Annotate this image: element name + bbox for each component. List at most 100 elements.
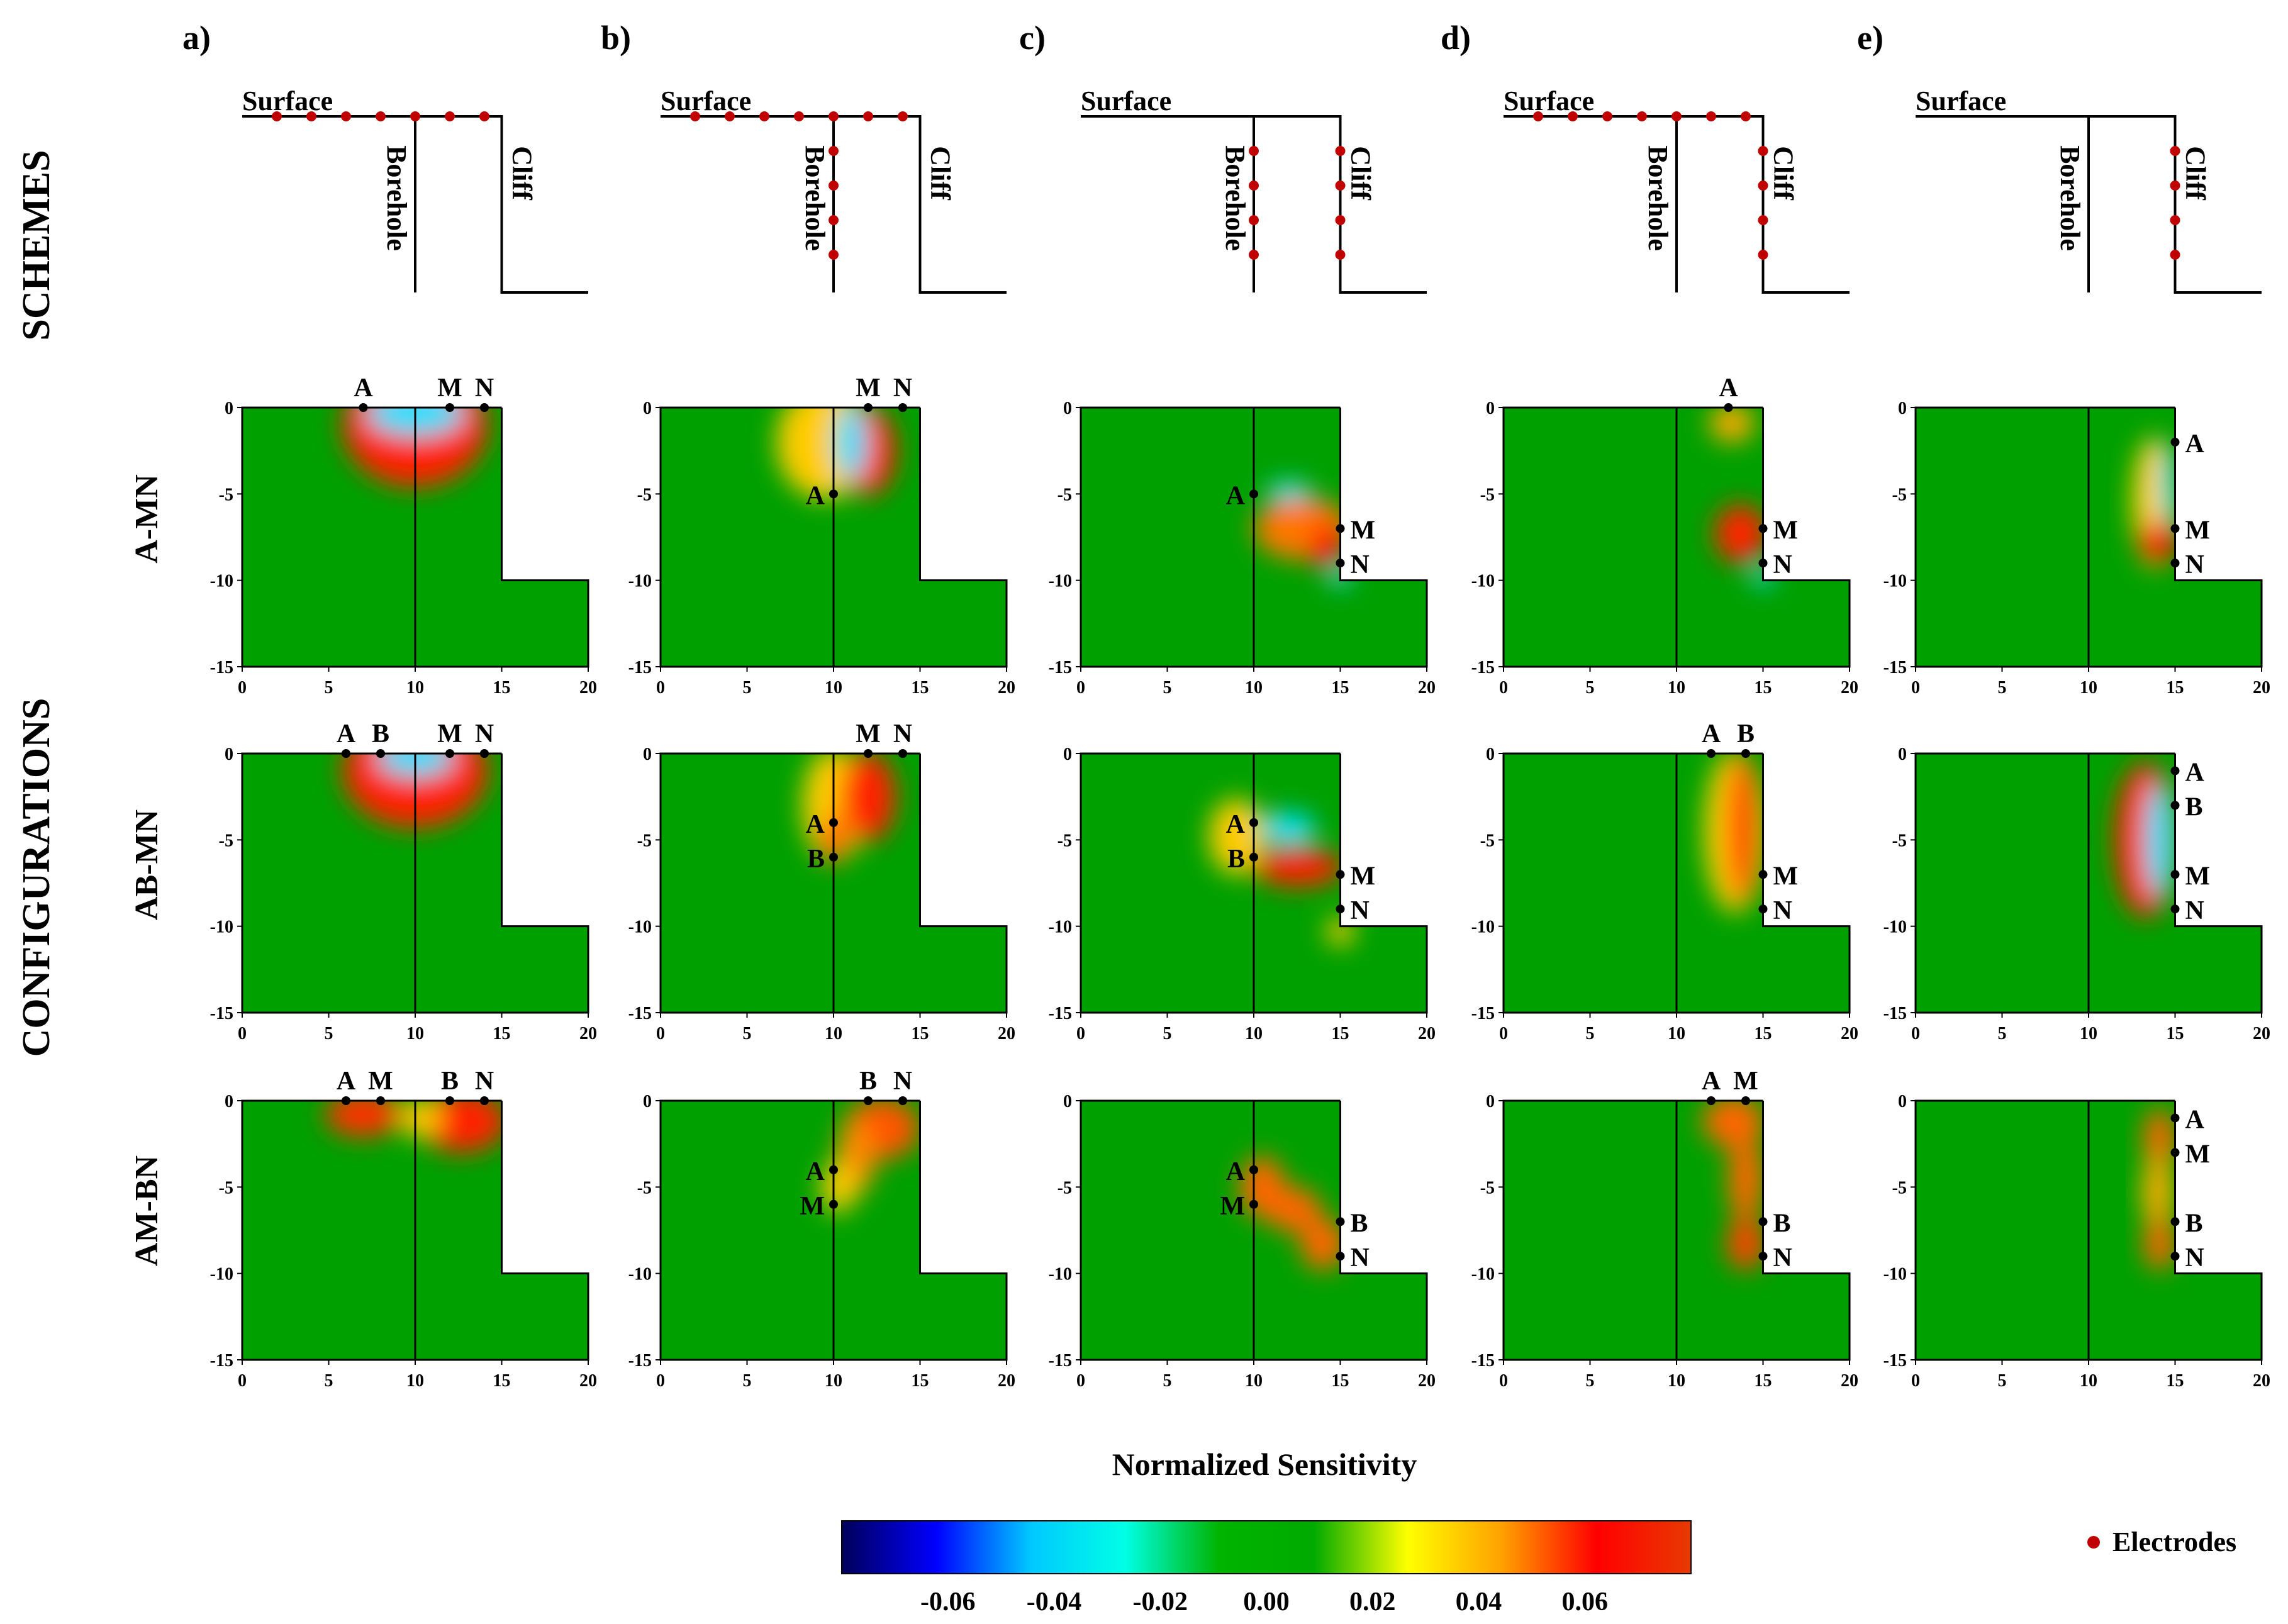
y-tick-label: -5 (637, 831, 652, 850)
electrode-b (376, 749, 385, 758)
y-tick-label: -10 (210, 1265, 233, 1284)
scheme-electrode (410, 111, 420, 121)
electrode-n (1758, 1252, 1768, 1261)
electrode-label: M (1733, 1067, 1758, 1096)
scheme-cliff-label: Cliff (507, 146, 538, 201)
electrode-b (1336, 1217, 1345, 1226)
scheme-borehole-label: Borehole (1643, 145, 1673, 251)
y-tick-label: 0 (1063, 1092, 1072, 1111)
electrode-a (829, 1165, 838, 1174)
scheme-surface-cliff-line (1081, 115, 1427, 294)
x-tick-label: 0 (656, 678, 665, 698)
x-tick-label: 20 (998, 1024, 1015, 1043)
scheme-borehole-label: Borehole (1220, 145, 1251, 251)
scheme-electrode (829, 146, 839, 156)
x-tick-label: 20 (998, 678, 1015, 698)
y-tick-label: -15 (210, 658, 233, 677)
x-tick-label: 0 (1911, 678, 1920, 698)
electrode-b (1741, 749, 1750, 758)
x-tick-label: 15 (493, 1371, 511, 1391)
y-tick-label: 0 (1063, 745, 1072, 764)
panel-label-e: e) (1857, 19, 1883, 57)
electrode-label: M (2185, 516, 2211, 545)
scheme-electrode (1533, 111, 1543, 121)
scheme-electrode (1335, 146, 1346, 156)
x-tick-label: 15 (2167, 1371, 2184, 1391)
x-tick-label: 5 (1998, 678, 2007, 698)
electrode-m (445, 749, 454, 758)
electrode-a (1249, 1165, 1258, 1174)
scheme-d: Surface Borehole Cliff (1504, 86, 1850, 294)
x-tick-label: 0 (1076, 1371, 1085, 1391)
y-tick-label: -10 (628, 572, 652, 591)
sensitivity-feature (1266, 1187, 1322, 1232)
electrode-a (1707, 1096, 1716, 1105)
x-tick-label: 0 (1499, 1371, 1508, 1391)
y-tick-label: -15 (1471, 1004, 1495, 1023)
scheme-electrode (1335, 215, 1346, 225)
electrode-label: N (893, 1067, 912, 1096)
sensitivity-feature (1728, 1133, 1763, 1224)
y-tick-label: -5 (1480, 485, 1495, 504)
config-label-am-bn: AM-BN (129, 1155, 165, 1266)
scheme-electrode (1637, 111, 1647, 121)
colorbar-ticks: -0.06 -0.04 -0.02 0.00 0.02 0.04 0.06 (920, 1588, 1608, 1616)
electrode-n (898, 749, 907, 758)
electrode-a (2170, 1113, 2180, 1123)
colorbar-tick-label: -0.04 (1027, 1588, 1082, 1616)
y-tick-label: 0 (1898, 399, 1907, 418)
electrode-m (864, 749, 873, 758)
sensitivity-feature (2144, 1218, 2175, 1271)
electrode-label: N (893, 374, 912, 403)
sensitivity-feature (399, 1101, 442, 1137)
electrode-a (342, 749, 350, 758)
x-tick-label: 20 (1418, 1371, 1436, 1391)
sensitivity-feature (2144, 1107, 2175, 1170)
y-tick-label: 0 (1486, 1092, 1495, 1111)
electrode-label: B (2185, 1209, 2203, 1238)
sensitivity-feature (1310, 523, 1342, 569)
electrode-label: N (2185, 896, 2204, 925)
scheme-borehole-label: Borehole (2055, 145, 2085, 251)
x-tick-label: 20 (2253, 1371, 2270, 1391)
electrode-label: M (2185, 1140, 2211, 1169)
sensitivity-feature (1709, 408, 1755, 442)
colorbar-tick-label: 0.06 (1562, 1588, 1609, 1616)
x-tick-label: 10 (406, 1371, 424, 1391)
y-tick-label: 0 (1898, 745, 1907, 764)
x-tick-label: 5 (325, 678, 333, 698)
electrode-label: M (1351, 862, 1376, 891)
colorbar-tick-label: 0.04 (1456, 1588, 1502, 1616)
x-tick-label: 0 (1076, 1024, 1085, 1043)
x-tick-label: 10 (2080, 1371, 2097, 1391)
electrode-a (2170, 437, 2180, 447)
scheme-borehole-label: Borehole (381, 145, 412, 251)
electrode-n (1758, 904, 1768, 914)
electrode-label: M (856, 720, 881, 748)
x-tick-label: 10 (1668, 1024, 1685, 1043)
electrode-a (342, 1096, 350, 1105)
scheme-surface-cliff-line (661, 115, 1007, 294)
scheme-electrode (863, 111, 873, 121)
scheme-electrode (341, 111, 351, 121)
scheme-surface-label: Surface (1081, 86, 1171, 116)
x-tick-label: 10 (825, 1371, 842, 1391)
x-tick-label: 15 (1755, 1024, 1772, 1043)
x-tick-label: 20 (579, 1371, 597, 1391)
sensitivity-feature (2161, 445, 2175, 525)
panel-a-mn-b: 0 5 10 15 20 0 -5 -10 -15 A M N (628, 374, 1015, 698)
y-tick-label: -15 (1883, 1004, 1907, 1023)
x-tick-label: 15 (2167, 678, 2184, 698)
electrode-label: N (1773, 896, 1792, 925)
scheme-electrode (1335, 181, 1346, 191)
sensitivity-feature (2138, 521, 2177, 564)
panel-am-bn-b: 0 5 10 15 20 0 -5 -10 -15 AM B N (628, 1067, 1015, 1391)
y-tick-label: -15 (1883, 658, 1907, 677)
electrode-label: A (1226, 481, 1246, 510)
electrode-label: B (859, 1067, 877, 1096)
x-tick-label: 20 (579, 678, 597, 698)
scheme-a: Surface Borehole Cliff (242, 86, 588, 294)
scheme-electrode (1602, 111, 1612, 121)
y-tick-label: -10 (1471, 1265, 1495, 1284)
electrode-label: A (806, 1157, 825, 1186)
